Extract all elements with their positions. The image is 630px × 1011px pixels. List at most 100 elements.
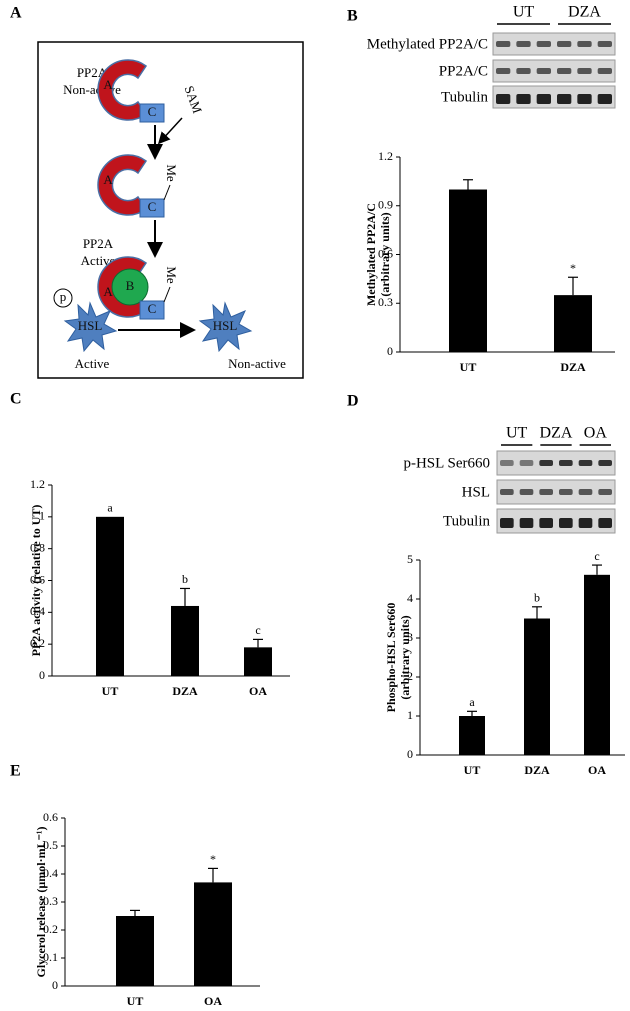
y-tick-label: 0.1 [43,950,58,964]
blot-band [536,94,551,104]
x-tick-label: UT [460,360,477,374]
x-tick-label: DZA [524,763,550,777]
blot-band [598,518,612,528]
panel-letter: A [10,5,22,22]
blot-band [557,94,572,104]
y-tick-label: 1 [407,708,413,722]
y-tick-label: 2 [407,669,413,683]
x-tick-label: OA [204,994,222,1008]
hsl-star: HSL [199,302,252,352]
blot-band [500,460,514,466]
subunit-label: C [148,199,157,214]
bar-label: * [210,852,216,866]
blot-band [519,489,534,495]
row-label: Tubulin [441,89,488,105]
subunit-label: C [148,104,157,119]
y-tick-label: 0.4 [43,866,58,880]
bar-label: c [594,549,599,563]
state-label: Non-active [228,356,286,371]
lane-label: OA [584,425,608,442]
blot-image [496,450,616,476]
lane-label: DZA [568,4,601,21]
blot-band [516,94,531,104]
blot-band [559,518,573,528]
methyl-label: Me [164,164,179,182]
hsl-star: HSL [64,302,117,352]
pp2a-complex: A C Me [97,154,179,218]
blot-band [536,68,551,74]
y-tick-label: 0 [407,747,413,761]
bar [244,647,272,676]
panel-letter: E [10,763,21,780]
y-axis-label: Phospho-HSL Ser660 [384,603,398,713]
bar [459,716,485,755]
y-tick-label: 0 [387,344,393,358]
y-axis-label: (arbitrary units) [398,615,412,699]
y-axis-label: Methylated PP2A/C [364,203,378,306]
panel-letter: B [347,8,358,25]
blot-band [496,41,511,47]
row-label: HSL [462,484,490,500]
y-tick-label: 0.3 [378,295,393,309]
subunit-label: A [103,172,113,187]
bar-label: * [570,261,576,275]
diagram-label: Active [81,253,116,268]
y-axis-label: PP2A activity (relative to UT) [29,505,43,657]
blot-band [500,518,514,528]
blot-band [536,41,551,47]
phospho-circle [53,288,73,308]
blot-band [578,489,593,495]
row-label: Methylated PP2A/C [367,36,488,52]
bar [524,618,550,755]
blot-band [539,489,553,495]
x-tick-label: DZA [172,684,198,698]
blot-band [597,68,612,74]
y-tick-label: 0.8 [30,540,45,554]
subunit-label: A [103,77,113,92]
blot-image [496,479,616,505]
y-tick-label: 4 [407,591,413,605]
blot-band [598,489,612,495]
bar [96,516,124,676]
bar [584,574,610,755]
diagram-label: PP2A [77,65,108,80]
panel-letter: D [347,393,359,410]
y-tick-label: 1 [39,509,45,523]
x-tick-label: OA [249,684,267,698]
x-tick-label: OA [588,763,606,777]
y-tick-label: 0 [39,668,45,682]
y-tick-label: 0.9 [378,198,393,212]
bar [194,882,232,986]
lane-label: UT [513,4,535,21]
x-tick-label: UT [464,763,481,777]
bar-label: a [107,501,113,515]
x-tick-label: UT [127,994,144,1008]
y-tick-label: 0.2 [43,922,58,936]
blot-band [557,68,572,74]
x-tick-label: UT [102,684,119,698]
blot-band [559,489,573,495]
bar-label: c [255,623,260,637]
bar-label: a [469,695,475,709]
bar [554,295,592,352]
diagram-frame [37,41,304,379]
lane-label: UT [506,425,528,442]
pp2a-complex: A B C Me [97,256,179,320]
blot-band [519,460,534,466]
panel-letter: C [10,391,22,408]
blot-band [598,460,612,466]
row-label: PP2A/C [439,63,488,79]
y-tick-label: 0.6 [378,246,393,260]
pp2a-complex: A C [97,59,165,123]
y-tick-label: 5 [407,552,413,566]
blot-band [577,94,592,104]
y-tick-label: 1.2 [378,149,393,163]
blot-band [516,41,531,47]
y-axis-label: Glycerol release (µmol·mL⁻¹) [34,826,48,977]
phospho-label: p [60,289,67,304]
y-tick-label: 0.3 [43,894,58,908]
subunit-label: C [148,301,157,316]
blot-band [516,68,531,74]
bar [171,605,199,676]
